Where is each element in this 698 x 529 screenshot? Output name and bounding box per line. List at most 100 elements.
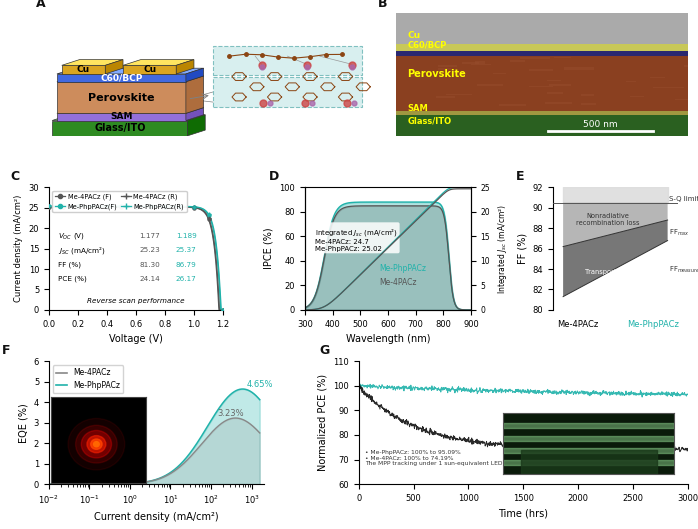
Text: 500 nm: 500 nm <box>583 120 617 129</box>
Text: C60/BCP: C60/BCP <box>408 41 447 50</box>
Text: Cu: Cu <box>143 65 156 74</box>
Bar <box>493 73 506 74</box>
Bar <box>581 94 594 96</box>
Bar <box>549 85 571 86</box>
Bar <box>626 81 635 82</box>
Bar <box>436 96 454 97</box>
X-axis label: Current density (mA/cm²): Current density (mA/cm²) <box>94 512 218 522</box>
Bar <box>438 66 456 67</box>
Text: FF$_{max}$: FF$_{max}$ <box>669 228 690 239</box>
Polygon shape <box>123 66 176 74</box>
Polygon shape <box>52 121 188 136</box>
Bar <box>564 67 594 70</box>
Bar <box>554 57 570 58</box>
Text: Me-4PACz: Me-4PACz <box>380 278 417 287</box>
Text: S-Q limit: S-Q limit <box>669 196 698 202</box>
Text: $J_{SC}$ (mA/cm²): $J_{SC}$ (mA/cm²) <box>57 245 105 256</box>
Text: Reverse scan performance: Reverse scan performance <box>87 298 184 304</box>
Y-axis label: Integrated $J_{sc}$ (mA/cm²): Integrated $J_{sc}$ (mA/cm²) <box>496 204 509 294</box>
Text: E: E <box>516 170 524 183</box>
Bar <box>529 86 553 87</box>
Polygon shape <box>57 81 186 113</box>
Bar <box>477 84 503 86</box>
X-axis label: Wavelength (nm): Wavelength (nm) <box>346 334 430 344</box>
Text: 1.189: 1.189 <box>176 233 197 239</box>
Bar <box>529 69 553 70</box>
Bar <box>396 44 688 51</box>
Bar <box>630 96 644 97</box>
Text: C60/BCP: C60/BCP <box>101 74 142 83</box>
Y-axis label: Current density (mA/cm²): Current density (mA/cm²) <box>14 195 23 302</box>
Text: B: B <box>378 0 388 10</box>
Polygon shape <box>57 68 204 74</box>
Bar <box>396 56 688 111</box>
Bar <box>409 75 424 77</box>
Polygon shape <box>61 60 123 66</box>
Bar <box>545 102 572 104</box>
Text: Perovskite: Perovskite <box>408 69 466 79</box>
Legend: Me-4PACz (F), Me-PhpPACz(F), Me-4PACz (R), Me-PhpPACz(R): Me-4PACz (F), Me-PhpPACz(F), Me-4PACz (R… <box>52 190 186 212</box>
Bar <box>438 68 450 70</box>
Polygon shape <box>61 66 105 74</box>
Legend: Me-4PACz, Me-PhpPACz: Me-4PACz, Me-PhpPACz <box>52 365 124 393</box>
Polygon shape <box>57 107 204 113</box>
FancyBboxPatch shape <box>214 77 362 107</box>
Bar <box>475 61 485 63</box>
Text: 86.79: 86.79 <box>176 261 197 268</box>
Text: Me-PhpPACz: Me-PhpPACz <box>380 263 426 272</box>
Text: A: A <box>36 0 45 10</box>
Polygon shape <box>123 60 194 66</box>
Polygon shape <box>57 74 186 81</box>
Bar <box>396 13 688 44</box>
Text: 25.23: 25.23 <box>140 248 160 253</box>
Bar <box>675 99 698 100</box>
Text: C: C <box>10 170 20 183</box>
Y-axis label: FF (%): FF (%) <box>517 233 527 264</box>
Text: 81.30: 81.30 <box>140 261 160 268</box>
Polygon shape <box>186 68 204 81</box>
Text: Glass/ITO: Glass/ITO <box>408 116 452 125</box>
Bar <box>396 115 688 136</box>
Polygon shape <box>186 107 204 121</box>
Bar <box>684 65 698 67</box>
Text: Cu: Cu <box>408 31 421 40</box>
Bar <box>650 77 665 78</box>
Polygon shape <box>176 60 194 74</box>
Text: 1.177: 1.177 <box>140 233 160 239</box>
Text: Transport loss: Transport loss <box>585 269 631 275</box>
Text: Cu: Cu <box>77 65 90 74</box>
Bar <box>547 92 563 94</box>
Bar <box>446 94 472 95</box>
Polygon shape <box>188 115 205 136</box>
Y-axis label: Normalized PCE (%): Normalized PCE (%) <box>318 374 328 471</box>
Text: Glass/ITO: Glass/ITO <box>94 123 146 133</box>
Text: $V_{OC}$ (V): $V_{OC}$ (V) <box>57 231 84 241</box>
Text: D: D <box>269 170 279 183</box>
Text: G: G <box>320 344 329 357</box>
Text: 4.65%: 4.65% <box>247 380 274 389</box>
Text: Nonradiative
recombination loss: Nonradiative recombination loss <box>576 213 639 226</box>
Y-axis label: IPCE (%): IPCE (%) <box>264 228 274 269</box>
Bar <box>396 111 688 115</box>
Polygon shape <box>563 220 667 297</box>
Bar <box>581 103 595 105</box>
Polygon shape <box>52 115 205 121</box>
Text: SAM: SAM <box>110 113 133 122</box>
Bar <box>653 87 683 88</box>
Text: FF (%): FF (%) <box>57 261 80 268</box>
Bar <box>462 62 479 64</box>
X-axis label: Time (hrs): Time (hrs) <box>498 508 548 518</box>
Text: FF$_{measured}$: FF$_{measured}$ <box>669 264 698 275</box>
Polygon shape <box>563 203 667 247</box>
Bar <box>520 57 550 59</box>
Text: Perovskite: Perovskite <box>88 93 155 103</box>
Polygon shape <box>57 113 186 121</box>
Text: 25.37: 25.37 <box>176 248 197 253</box>
Bar <box>499 104 526 106</box>
Text: 26.17: 26.17 <box>176 276 197 281</box>
Polygon shape <box>105 60 123 74</box>
Text: F: F <box>1 344 10 357</box>
Text: SAM: SAM <box>408 104 429 113</box>
Text: PCE (%): PCE (%) <box>57 276 87 282</box>
X-axis label: Voltage (V): Voltage (V) <box>109 334 163 344</box>
